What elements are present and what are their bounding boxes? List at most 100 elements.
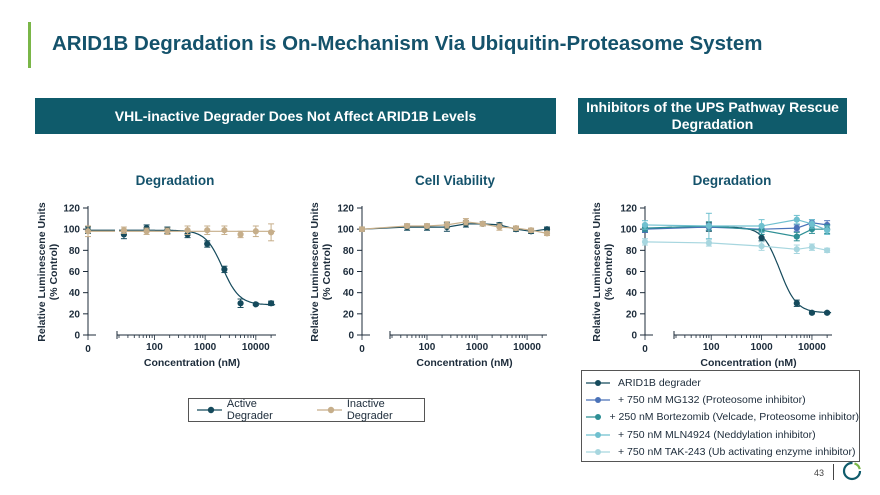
fit-line bbox=[708, 222, 828, 230]
y-tick-label: 80 bbox=[69, 246, 81, 257]
y-axis-label: Relative Luminescene Units(% Control) bbox=[36, 202, 60, 342]
data-point bbox=[808, 309, 816, 316]
chart-title: Degradation bbox=[693, 173, 772, 188]
legend-label-arid1b: ARID1B degrader bbox=[618, 376, 701, 389]
data-point bbox=[237, 231, 244, 238]
y-axis-label-line1: Relative Luminescene Units bbox=[591, 202, 603, 342]
fit-line-zero-link bbox=[644, 224, 709, 227]
data-point bbox=[527, 227, 535, 234]
y-tick-label: 40 bbox=[343, 288, 355, 299]
data-point bbox=[705, 239, 713, 247]
y-axis-label-line2: (% Control) bbox=[603, 244, 615, 301]
slide-title: ARID1B Degradation is On-Mechanism Via U… bbox=[52, 32, 763, 55]
data-point bbox=[641, 226, 649, 233]
data-point bbox=[358, 226, 366, 233]
y-tick-label: 60 bbox=[626, 267, 638, 278]
x-axis-label: Concentration (nM) bbox=[700, 357, 796, 369]
data-point bbox=[808, 220, 816, 227]
data-point bbox=[143, 225, 150, 232]
data-point bbox=[543, 226, 551, 233]
data-point bbox=[808, 219, 816, 226]
y-tick-label: 120 bbox=[337, 204, 354, 215]
data-point bbox=[403, 223, 411, 231]
banner-right: Inhibitors of the UPS Pathway Rescue Deg… bbox=[578, 98, 847, 134]
x-axis-label: Concentration (nM) bbox=[416, 357, 512, 369]
legend-marker-tak243 bbox=[586, 448, 610, 455]
data-point bbox=[496, 223, 503, 231]
legend-row-arid1b: ARID1B degrader bbox=[582, 374, 859, 391]
legend-label-mg132: + 750 nM MG132 (Proteosome inhibitor) bbox=[618, 393, 806, 406]
data-point bbox=[423, 222, 431, 230]
y-axis-label-line2: (% Control) bbox=[48, 244, 60, 301]
y-tick-label: 120 bbox=[63, 204, 80, 215]
fit-line-zero-link bbox=[644, 241, 709, 244]
fit-line bbox=[119, 229, 276, 306]
data-point bbox=[527, 228, 535, 235]
chart-title: Degradation bbox=[136, 173, 215, 188]
data-point bbox=[793, 225, 800, 232]
data-point bbox=[120, 227, 128, 234]
data-point bbox=[164, 227, 171, 234]
banner-left-text: VHL-inactive Degrader Does Not Affect AR… bbox=[114, 107, 477, 124]
y-tick-label: 100 bbox=[620, 225, 637, 236]
y-axis-label: Relative Luminescene Units(% Control) bbox=[309, 202, 333, 342]
x-tick-label: 100 bbox=[703, 342, 720, 353]
banner-left: VHL-inactive Degrader Does Not Affect AR… bbox=[35, 98, 556, 134]
y-tick-label: 120 bbox=[620, 204, 637, 215]
legend-label-active: Active Degrader bbox=[226, 398, 273, 422]
legend-row-mg132: + 750 nM MG132 (Proteosome inhibitor) bbox=[582, 391, 859, 408]
legend-degrader: Active Degrader Inactive Degrader bbox=[188, 398, 425, 422]
data-point bbox=[758, 227, 765, 234]
data-point bbox=[512, 226, 520, 233]
data-point bbox=[143, 228, 150, 235]
data-point bbox=[267, 300, 275, 307]
x-tick-label: 1000 bbox=[466, 342, 489, 353]
legend-marker-bortezomib bbox=[586, 414, 602, 421]
data-point bbox=[237, 300, 244, 307]
y-tick-label: 60 bbox=[69, 267, 81, 278]
fit-line bbox=[407, 221, 548, 234]
data-point bbox=[423, 223, 431, 231]
legend-label-bortezomib: + 250 nM Bortezomib (Velcade, Proteosome… bbox=[609, 411, 859, 424]
y-tick-label: 100 bbox=[337, 225, 354, 236]
data-point bbox=[462, 218, 470, 225]
series-active bbox=[84, 224, 276, 308]
y-tick-label: 40 bbox=[69, 288, 81, 299]
data-point bbox=[443, 221, 451, 229]
data-point bbox=[184, 227, 191, 234]
data-point bbox=[184, 231, 191, 238]
data-point bbox=[204, 227, 211, 234]
data-point bbox=[793, 233, 800, 240]
data-point bbox=[758, 243, 765, 250]
data-point bbox=[793, 300, 800, 307]
y-tick-label: 0 bbox=[74, 331, 80, 342]
chart-title: Cell Viability bbox=[415, 173, 496, 188]
data-point bbox=[793, 216, 800, 223]
data-point bbox=[358, 226, 366, 233]
y-tick-label: 80 bbox=[343, 246, 355, 257]
data-point bbox=[824, 227, 831, 234]
legend-row-tak243: + 750 nM TAK-243 (Ub activating enzyme i… bbox=[582, 443, 859, 460]
data-point bbox=[641, 226, 649, 233]
fit-line bbox=[407, 223, 548, 232]
x-tick-label: 10000 bbox=[242, 342, 270, 353]
data-point bbox=[164, 228, 171, 235]
x-tick-label: 100 bbox=[146, 342, 163, 353]
data-point bbox=[120, 231, 128, 238]
data-point bbox=[496, 221, 503, 229]
legend-marker-inactive bbox=[316, 406, 342, 414]
data-point bbox=[824, 309, 831, 316]
fit-line-zero-link bbox=[644, 226, 709, 230]
data-point bbox=[462, 220, 470, 227]
data-point bbox=[479, 220, 486, 227]
legend-ups-inhibitors: ARID1B degrader + 750 nM MG132 (Proteoso… bbox=[581, 370, 860, 462]
title-accent-bar bbox=[28, 22, 31, 68]
data-point bbox=[793, 246, 800, 253]
legend-entry-inactive: Inactive Degrader bbox=[316, 398, 424, 422]
x-tick-label: 0 bbox=[85, 344, 91, 355]
fit-line bbox=[708, 242, 828, 251]
y-tick-label: 20 bbox=[626, 309, 638, 320]
data-point bbox=[824, 247, 831, 254]
legend-marker-active bbox=[197, 406, 222, 414]
legend-row-mln4924: + 750 nM MLN4924 (Neddylation inhibitor) bbox=[582, 426, 859, 443]
